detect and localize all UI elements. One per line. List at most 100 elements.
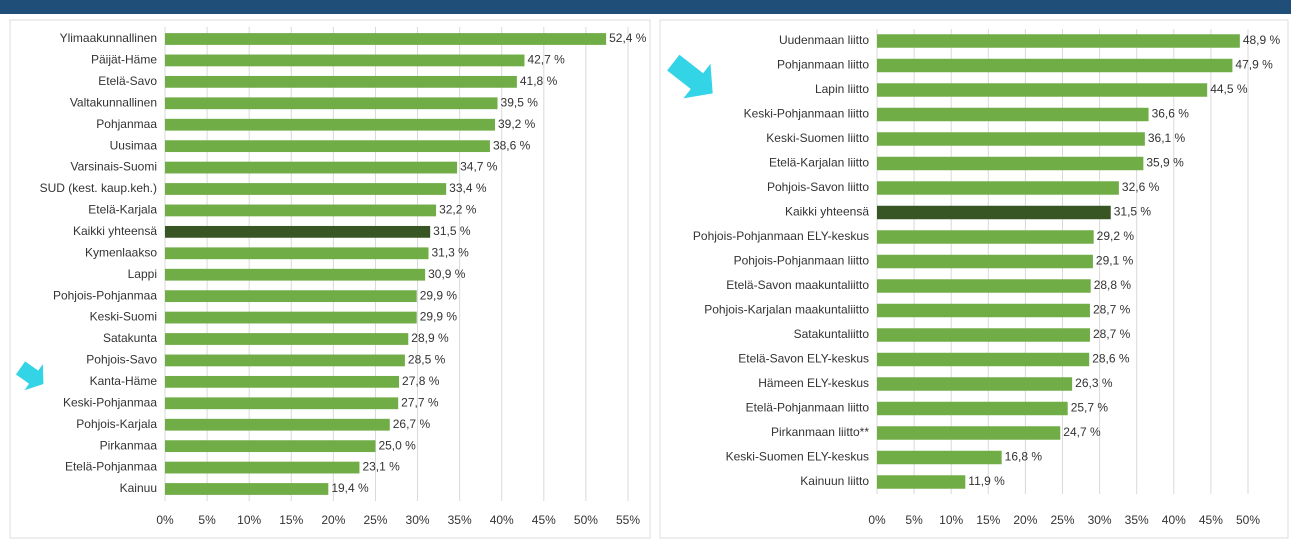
bar (165, 418, 390, 431)
bar (165, 461, 360, 474)
bar (165, 268, 426, 281)
y-tick-label: Kaikki yhteensä (785, 205, 869, 219)
bar (877, 132, 1145, 146)
y-tick-label: Lapin liitto (815, 82, 869, 96)
data-label: 31,3 % (431, 245, 469, 259)
bar (165, 290, 417, 303)
bar (877, 352, 1090, 367)
x-tick-label: 15% (976, 513, 1000, 527)
x-tick-label: 0% (868, 513, 886, 527)
x-tick-label: 50% (574, 513, 598, 527)
bar (877, 58, 1233, 73)
y-tick-label: Lappi (128, 267, 157, 281)
y-tick-label: Pohjois-Savo (86, 353, 157, 367)
y-tick-label: Satakunta (103, 331, 157, 345)
y-tick-label: Kainuun liitto (800, 474, 869, 488)
y-tick-label: Pirkanmaan liitto** (771, 425, 869, 439)
bar (877, 156, 1144, 171)
data-label: 29,1 % (1096, 254, 1134, 268)
data-label: 29,2 % (1097, 229, 1135, 243)
data-label: 28,7 % (1093, 303, 1131, 317)
y-tick-label: Keski-Suomi (90, 310, 157, 324)
x-tick-label: 30% (406, 513, 430, 527)
bar (165, 75, 517, 88)
data-label: 41,8 % (520, 74, 558, 88)
data-label: 26,7 % (393, 417, 431, 431)
bar (877, 230, 1094, 244)
data-label: 39,2 % (498, 117, 536, 131)
bar (877, 254, 1093, 269)
data-label: 23,1 % (362, 460, 400, 474)
data-label: 28,6 % (1092, 352, 1130, 366)
y-tick-label: Keski-Pohjanmaa (63, 395, 157, 409)
x-tick-label: 50% (1236, 513, 1260, 527)
bar (877, 450, 1002, 465)
data-label: 35,9 % (1146, 156, 1184, 170)
y-tick-label: Päijät-Häme (91, 53, 157, 67)
data-label: 29,9 % (420, 310, 458, 324)
data-label: 28,7 % (1093, 327, 1131, 341)
data-label: 52,4 % (609, 31, 647, 45)
bar (165, 118, 495, 131)
y-tick-label: Keski-Pohjanmaan liitto (744, 107, 870, 121)
y-tick-label: Etelä-Pohjanmaa (65, 460, 157, 474)
bar (165, 333, 409, 345)
bar (165, 440, 376, 453)
bar (877, 107, 1149, 122)
y-tick-label: Etelä-Savo (98, 74, 157, 88)
x-tick-label: 5% (905, 513, 923, 527)
bar (165, 397, 399, 410)
x-tick-label: 25% (1050, 513, 1074, 527)
bar (877, 34, 1240, 48)
data-label: 38,6 % (493, 138, 531, 152)
data-label: 32,2 % (439, 203, 477, 217)
x-tick-label: 40% (1162, 513, 1186, 527)
bar (877, 205, 1111, 220)
data-label: 28,9 % (411, 331, 449, 345)
header-strip (0, 0, 1291, 14)
data-label: 47,9 % (1235, 58, 1273, 72)
data-label: 36,6 % (1152, 107, 1190, 121)
bar (165, 140, 490, 153)
x-tick-label: 30% (1088, 513, 1112, 527)
y-tick-label: Pohjois-Pohjanmaan liitto (734, 254, 870, 268)
data-label: 31,5 % (1114, 205, 1152, 219)
bar (165, 161, 458, 174)
x-tick-label: 40% (490, 513, 514, 527)
data-label: 44,5 % (1210, 82, 1248, 96)
bar (165, 97, 498, 110)
data-label: 25,0 % (378, 438, 416, 452)
x-tick-label: 5% (198, 513, 216, 527)
data-label: 27,8 % (402, 374, 440, 388)
x-tick-label: 35% (1125, 513, 1149, 527)
data-label: 19,4 % (331, 481, 369, 495)
y-tick-label: Pohjois-Karjalan maakuntaliitto (704, 303, 869, 317)
x-tick-label: 0% (156, 513, 174, 527)
data-label: 24,7 % (1063, 425, 1101, 439)
bar (877, 377, 1073, 391)
data-label: 27,7 % (401, 395, 439, 409)
y-tick-label: Valtakunnallinen (70, 95, 157, 109)
bar (165, 33, 607, 45)
bar (165, 54, 525, 67)
data-label: 32,6 % (1122, 180, 1160, 194)
y-tick-label: Pohjois-Pohjanmaan ELY-keskus (693, 229, 869, 243)
data-label: 31,5 % (433, 224, 471, 238)
bar (165, 247, 429, 260)
bar (165, 225, 431, 238)
bar (877, 401, 1068, 416)
y-tick-label: Pohjois-Karjala (76, 417, 157, 431)
data-label: 30,9 % (428, 267, 466, 281)
y-tick-label: Kaikki yhteensä (73, 224, 157, 238)
bar (877, 426, 1061, 440)
y-tick-label: Kainuu (120, 481, 157, 495)
y-tick-label: Etelä-Karjala (88, 203, 157, 217)
y-tick-label: Uusimaa (110, 138, 158, 152)
y-tick-label: SUD (kest. kaup.keh.) (40, 181, 157, 195)
y-tick-label: Uudenmaan liitto (779, 33, 869, 47)
data-label: 29,9 % (420, 288, 458, 302)
data-label: 42,7 % (527, 53, 565, 67)
x-tick-label: 20% (321, 513, 345, 527)
y-tick-label: Hämeen ELY-keskus (758, 376, 869, 390)
